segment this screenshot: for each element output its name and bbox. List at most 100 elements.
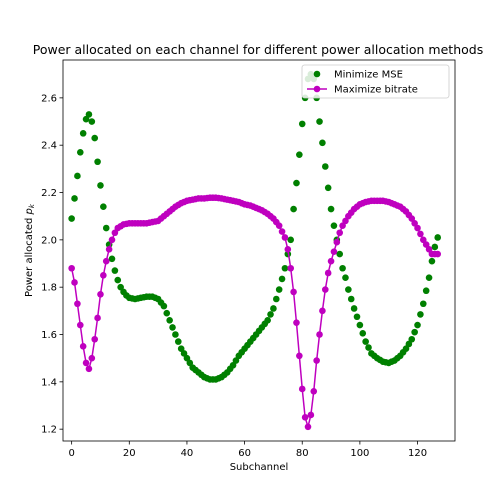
data-point bbox=[414, 224, 421, 232]
series-line bbox=[70, 196, 438, 430]
data-point bbox=[321, 286, 329, 293]
y-tick-label: 1.8 bbox=[41, 283, 57, 294]
y-axis-label-main: Power allocated bbox=[24, 214, 35, 296]
data-point bbox=[82, 115, 90, 123]
data-point bbox=[434, 234, 442, 241]
data-point bbox=[100, 272, 107, 279]
data-point bbox=[232, 357, 240, 364]
data-point bbox=[88, 354, 96, 362]
data-point bbox=[183, 354, 191, 362]
data-point bbox=[356, 321, 364, 329]
data-point bbox=[304, 423, 312, 431]
data-point bbox=[79, 130, 87, 137]
data-point bbox=[91, 134, 99, 142]
data-point bbox=[180, 350, 188, 357]
data-point bbox=[330, 248, 338, 255]
data-point bbox=[362, 338, 369, 345]
data-point bbox=[319, 307, 326, 315]
data-point bbox=[166, 317, 173, 324]
data-point bbox=[296, 151, 303, 158]
data-point bbox=[275, 222, 283, 229]
data-point bbox=[169, 324, 176, 331]
data-point bbox=[411, 328, 418, 336]
series-maximize-bitrate bbox=[68, 194, 442, 431]
data-point bbox=[76, 148, 84, 156]
data-point bbox=[353, 313, 361, 321]
y-tick-label: 1.2 bbox=[41, 425, 57, 436]
data-point bbox=[111, 267, 119, 274]
data-point bbox=[160, 302, 168, 310]
data-point bbox=[278, 228, 286, 235]
data-point bbox=[345, 286, 352, 293]
data-point bbox=[281, 234, 289, 241]
y-tick-label: 2.2 bbox=[41, 188, 57, 199]
data-point bbox=[365, 344, 372, 351]
data-point bbox=[82, 359, 90, 367]
data-point bbox=[408, 335, 416, 343]
data-point bbox=[425, 274, 433, 282]
data-point bbox=[298, 385, 306, 393]
chart-title: Power allocated on each channel for diff… bbox=[33, 42, 483, 57]
data-point bbox=[74, 172, 81, 180]
data-point bbox=[408, 215, 416, 222]
y-tick-label: 2.6 bbox=[41, 93, 57, 104]
data-point bbox=[342, 217, 349, 225]
data-point bbox=[97, 182, 104, 189]
data-point bbox=[177, 345, 185, 353]
data-point bbox=[264, 317, 271, 324]
data-point bbox=[267, 311, 274, 318]
y-axis: 1.2 1.4 1.6 1.8 2.0 2.2 2.4 2.6 bbox=[41, 93, 63, 436]
data-point bbox=[310, 388, 318, 395]
data-point bbox=[284, 246, 292, 253]
y-axis-label-variable: p bbox=[24, 208, 35, 215]
data-point bbox=[290, 205, 297, 213]
data-point bbox=[172, 331, 179, 338]
legend-marker bbox=[313, 85, 321, 93]
data-point bbox=[411, 219, 418, 227]
data-point bbox=[71, 195, 78, 202]
data-point bbox=[117, 283, 124, 291]
data-point bbox=[319, 139, 326, 147]
data-point bbox=[414, 321, 421, 329]
y-tick-label: 2.0 bbox=[41, 235, 57, 246]
data-point bbox=[114, 276, 122, 284]
data-point bbox=[342, 274, 349, 282]
data-point bbox=[281, 264, 289, 272]
data-point bbox=[321, 163, 329, 170]
x-tick-label: 60 bbox=[238, 448, 251, 459]
data-point bbox=[431, 243, 439, 251]
data-point bbox=[422, 287, 430, 295]
data-point bbox=[425, 246, 433, 253]
data-point bbox=[97, 290, 104, 298]
data-point bbox=[428, 257, 436, 265]
data-point bbox=[419, 236, 427, 244]
y-axis-label-subscript: k bbox=[28, 203, 36, 208]
data-point bbox=[336, 229, 344, 237]
data-point bbox=[434, 250, 442, 258]
data-point bbox=[417, 230, 424, 238]
data-point bbox=[422, 241, 430, 248]
data-point bbox=[327, 257, 335, 265]
data-point bbox=[102, 257, 110, 265]
data-point bbox=[111, 229, 119, 237]
data-point bbox=[79, 343, 87, 350]
data-point bbox=[272, 295, 280, 303]
data-point bbox=[105, 246, 113, 253]
data-point bbox=[163, 309, 171, 317]
x-axis: 0 20 40 60 80 100 120 bbox=[68, 441, 427, 459]
data-point bbox=[85, 365, 93, 373]
x-tick-label: 20 bbox=[123, 448, 136, 459]
legend-marker bbox=[313, 70, 321, 78]
x-tick-label: 100 bbox=[350, 448, 369, 459]
x-tick-label: 120 bbox=[408, 448, 427, 459]
data-point bbox=[293, 319, 300, 326]
x-axis-label: Subchannel bbox=[230, 462, 289, 473]
data-point bbox=[339, 264, 346, 272]
data-point bbox=[94, 158, 101, 166]
data-point bbox=[402, 345, 410, 353]
x-tick-label: 0 bbox=[68, 448, 74, 459]
legend-label: Maximize bitrate bbox=[334, 85, 418, 96]
data-point bbox=[108, 255, 116, 263]
data-point bbox=[76, 321, 84, 329]
